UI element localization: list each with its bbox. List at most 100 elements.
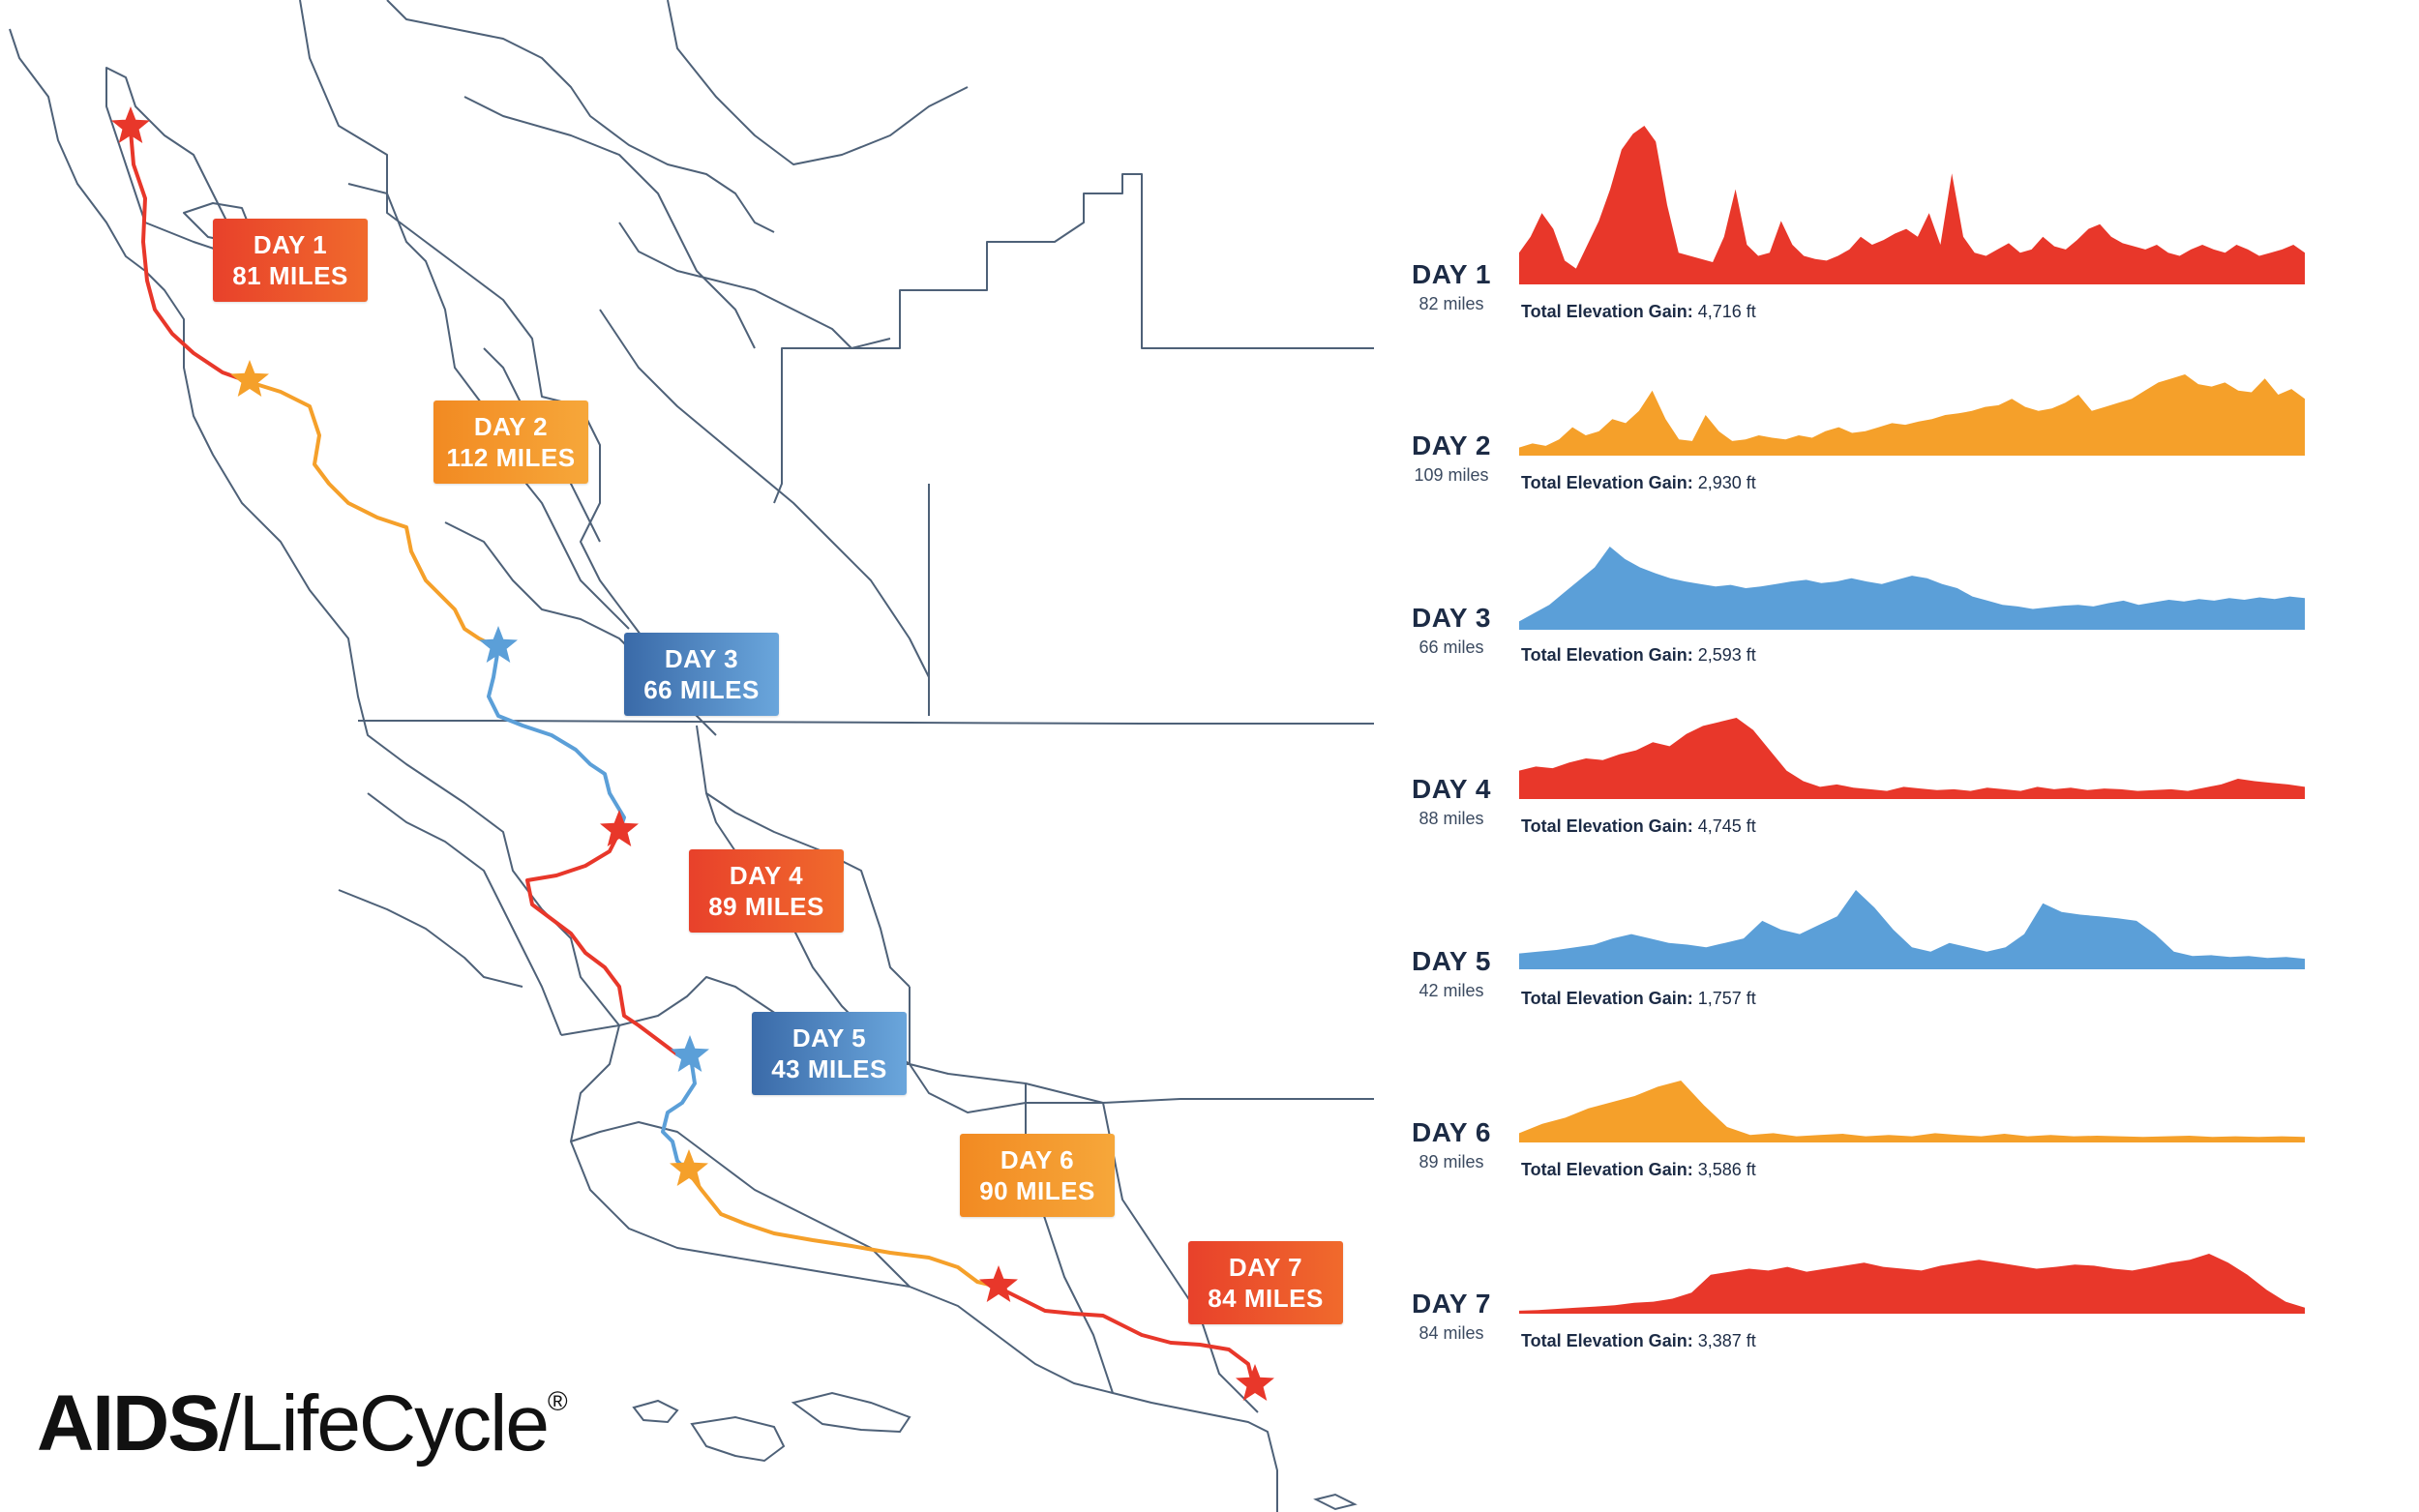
elevation-gain: Total Elevation Gain: 4,716 ft: [1521, 302, 1756, 322]
bay-outline: [105, 67, 233, 252]
elevation-gain: Total Elevation Gain: 2,930 ft: [1521, 473, 1756, 493]
day-label-miles: 81 MILES: [232, 261, 348, 290]
route-day-4: [525, 830, 679, 1056]
profile-day: DAY 1 82 miles: [1403, 259, 1500, 314]
route-day-6: [685, 1169, 999, 1289]
elevation-area: [1519, 1254, 2305, 1314]
elevation-area: [1519, 547, 2305, 630]
profile-day-miles: 88 miles: [1419, 809, 1484, 828]
profile-day-title: DAY 4: [1412, 774, 1491, 804]
profile-day-miles: 109 miles: [1414, 465, 1489, 485]
elevation-chart: [1519, 1254, 2305, 1314]
county-lines-20: [1025, 1083, 1114, 1394]
day-7-elevation-profile: DAY 7 84 miles Total Elevation Gain: 3,3…: [1403, 1153, 2332, 1350]
profile-day-miles: 82 miles: [1419, 294, 1484, 313]
day-label-title: DAY 3: [664, 644, 739, 673]
profile-day: DAY 4 88 miles: [1403, 774, 1500, 829]
elevation-chart: [1519, 890, 2305, 969]
elevation-gain-value: 2,593 ft: [1697, 645, 1756, 665]
county-lines-5: [667, 0, 969, 165]
day-1-elevation-profile: DAY 1 82 miles Total Elevation Gain: 4,7…: [1403, 124, 2332, 321]
county-lines-18: [338, 889, 523, 988]
day-2-route-label: DAY 2 112 MILES: [433, 400, 588, 484]
day-label-title: DAY 2: [473, 412, 549, 441]
day-label-miles: 112 MILES: [446, 443, 576, 472]
logo-slash: /: [218, 1379, 241, 1468]
day-label-title: DAY 6: [1000, 1145, 1075, 1174]
route-map: [9, 0, 1374, 1512]
star-icon: [979, 1265, 1018, 1302]
state-style-line: [358, 720, 1374, 725]
elevation-chart: [1519, 718, 2305, 799]
day-5-route-label: DAY 5 43 MILES: [752, 1012, 907, 1095]
elevation-gain: Total Elevation Gain: 3,586 ft: [1521, 1160, 1756, 1180]
star-icon: [671, 1035, 709, 1072]
day-label-title: DAY 5: [791, 1023, 867, 1052]
island: [632, 1399, 679, 1424]
county-lines-2: [386, 0, 775, 233]
county-lines-7: [618, 222, 891, 349]
profile-day-title: DAY 3: [1412, 603, 1491, 633]
profile-day-miles: 84 miles: [1419, 1323, 1484, 1343]
elevation-gain: Total Elevation Gain: 3,387 ft: [1521, 1331, 1756, 1351]
elevation-gain-label: Total Elevation Gain:: [1521, 1331, 1693, 1350]
day-label-title: DAY 1: [253, 230, 328, 259]
elevation-gain-label: Total Elevation Gain:: [1521, 1160, 1693, 1179]
elevation-gain: Total Elevation Gain: 4,745 ft: [1521, 816, 1756, 837]
aids-lifecycle-logo: AIDS/LifeCycle®: [37, 1379, 568, 1469]
day-5-elevation-profile: DAY 5 42 miles Total Elevation Gain: 1,7…: [1403, 811, 2332, 1008]
elevation-area: [1519, 718, 2305, 799]
day-label-miles: 43 MILES: [771, 1054, 887, 1083]
elevation-gain-value: 4,745 ft: [1697, 816, 1756, 836]
elevation-gain-label: Total Elevation Gain:: [1521, 473, 1693, 492]
logo-aids: AIDS: [37, 1379, 221, 1468]
day-label-miles: 90 MILES: [979, 1176, 1095, 1205]
route-day-7: [995, 1285, 1255, 1385]
county-lines-4: [347, 183, 630, 630]
day-6-route-label: DAY 6 90 MILES: [960, 1134, 1115, 1217]
route-day-2: [248, 380, 500, 650]
profile-day-title: DAY 5: [1412, 946, 1491, 976]
elevation-chart: [1519, 547, 2305, 630]
star-icon: [479, 626, 518, 663]
day-label-miles: 89 MILES: [708, 892, 824, 921]
day-4-elevation-profile: DAY 4 88 miles Total Elevation Gain: 4,7…: [1403, 638, 2332, 836]
profile-day: DAY 6 89 miles: [1403, 1117, 1500, 1172]
island: [1313, 1493, 1358, 1511]
elevation-chart: [1519, 126, 2305, 284]
profile-day-title: DAY 6: [1412, 1117, 1491, 1147]
elevation-gain-label: Total Elevation Gain:: [1521, 302, 1693, 321]
day-3-route-label: DAY 3 66 MILES: [624, 633, 779, 716]
day-label-miles: 84 MILES: [1208, 1284, 1324, 1313]
day-6-elevation-profile: DAY 6 89 miles Total Elevation Gain: 3,5…: [1403, 982, 2332, 1179]
elevation-gain-value: 3,387 ft: [1697, 1331, 1756, 1350]
route-day-3: [487, 646, 626, 834]
day-3-elevation-profile: DAY 3 66 miles Total Elevation Gain: 2,5…: [1403, 467, 2332, 665]
elevation-gain: Total Elevation Gain: 1,757 ft: [1521, 989, 1756, 1009]
day-7-route-label: DAY 7 84 MILES: [1188, 1241, 1343, 1324]
elevation-gain-value: 1,757 ft: [1697, 989, 1756, 1008]
elevation-area: [1519, 890, 2305, 969]
county-lines-13: [773, 173, 1374, 504]
county-lines-19: [570, 1121, 911, 1288]
island: [791, 1391, 911, 1434]
county-lines-12: [909, 1063, 1374, 1113]
day-label-miles: 66 MILES: [643, 675, 760, 704]
elevation-gain-value: 4,716 ft: [1697, 302, 1756, 321]
elevation-area: [1519, 126, 2305, 284]
day-1-route-label: DAY 1 81 MILES: [213, 219, 368, 302]
star-icon: [600, 810, 639, 846]
elevation-area: [1519, 1081, 2305, 1142]
profile-day: DAY 2 109 miles: [1403, 430, 1500, 486]
county-lines-3: [463, 96, 756, 349]
registered-mark: ®: [547, 1386, 568, 1416]
route-day-5: [661, 1052, 697, 1172]
elevation-gain: Total Elevation Gain: 2,593 ft: [1521, 645, 1756, 666]
day-4-route-label: DAY 4 89 MILES: [689, 849, 844, 933]
profile-day: DAY 5 42 miles: [1403, 946, 1500, 1001]
profile-day-title: DAY 7: [1412, 1289, 1491, 1319]
profile-day: DAY 3 66 miles: [1403, 603, 1500, 658]
profile-day-miles: 66 miles: [1419, 637, 1484, 657]
profile-day-title: DAY 1: [1412, 259, 1491, 289]
profile-day: DAY 7 84 miles: [1403, 1289, 1500, 1344]
